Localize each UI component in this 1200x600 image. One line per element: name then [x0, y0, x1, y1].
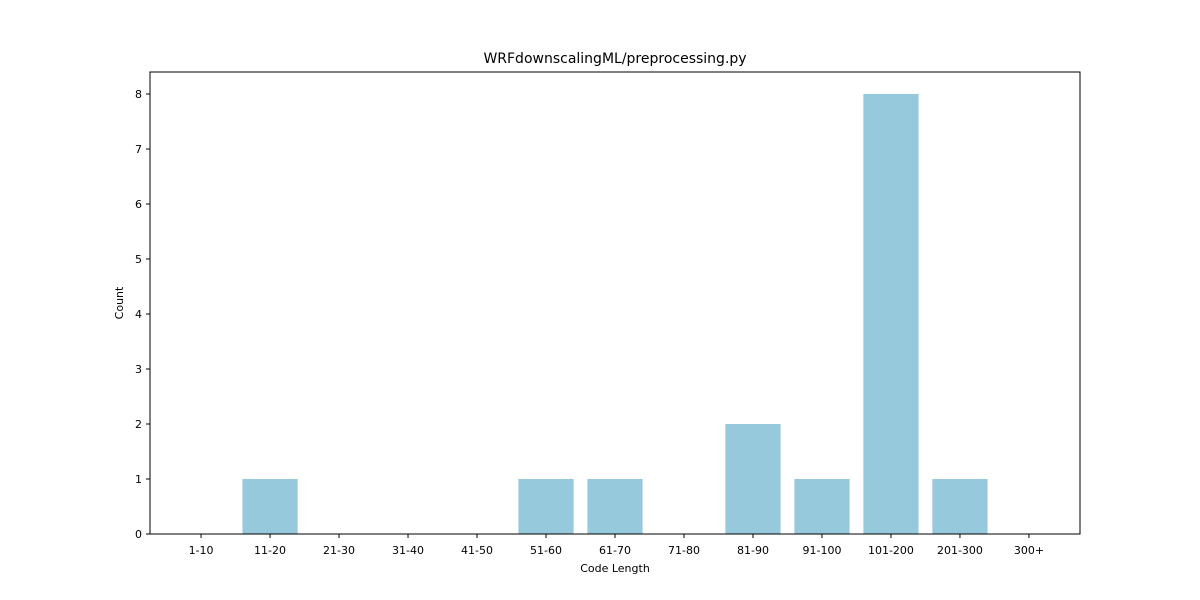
- x-tick-label: 61-70: [599, 544, 631, 557]
- y-tick-label: 5: [135, 253, 142, 266]
- y-tick-label: 2: [135, 418, 142, 431]
- x-tick-label: 201-300: [937, 544, 983, 557]
- x-axis-label: Code Length: [580, 562, 650, 575]
- x-tick-label: 91-100: [802, 544, 841, 557]
- bar-11-20: [242, 479, 298, 534]
- bar-61-70: [587, 479, 643, 534]
- x-tick-label: 81-90: [737, 544, 769, 557]
- y-tick-label: 6: [135, 198, 142, 211]
- y-tick-label: 4: [135, 308, 142, 321]
- y-tick-label: 3: [135, 363, 142, 376]
- bar-51-60: [518, 479, 574, 534]
- bar-81-90: [725, 424, 781, 534]
- y-tick-label: 1: [135, 473, 142, 486]
- x-axis: 1-10 11-20 21-30 31-40 41-50 51-60 61-70 71-80 8…: [189, 534, 1044, 557]
- bar-201-300: [932, 479, 988, 534]
- y-axis: 0 1 2 3 4 5 6 7 8: [135, 88, 150, 541]
- x-tick-label: 11-20: [254, 544, 286, 557]
- bars-group: [242, 94, 988, 534]
- plot-frame: [149, 71, 1081, 535]
- x-tick-label: 51-60: [530, 544, 562, 557]
- bar-101-200: [863, 94, 919, 534]
- chart-title: WRFdownscalingML/preprocessing.py: [483, 51, 746, 67]
- y-axis-label: Count: [113, 286, 126, 319]
- x-tick-label: 101-200: [868, 544, 914, 557]
- x-tick-label: 21-30: [323, 544, 355, 557]
- y-tick-label: 0: [135, 528, 142, 541]
- x-tick-label: 300+: [1014, 544, 1044, 557]
- y-tick-label: 8: [135, 88, 142, 101]
- x-tick-label: 1-10: [189, 544, 214, 557]
- y-tick-label: 7: [135, 143, 142, 156]
- x-tick-label: 41-50: [461, 544, 493, 557]
- x-tick-label: 31-40: [392, 544, 424, 557]
- x-tick-label: 71-80: [668, 544, 700, 557]
- bar-91-100: [794, 479, 850, 534]
